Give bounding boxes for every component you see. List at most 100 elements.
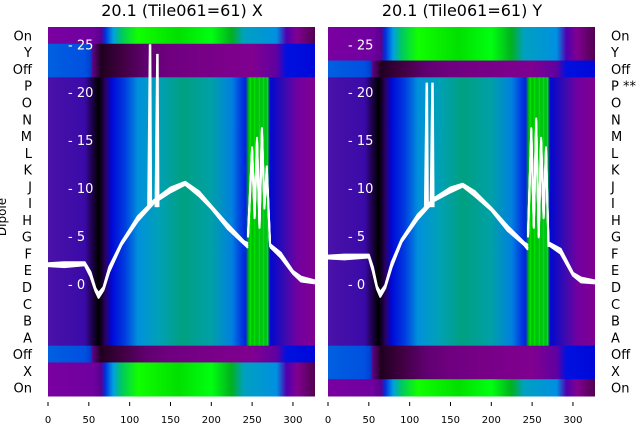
heatmap-row xyxy=(328,94,595,112)
overlay-line xyxy=(327,185,529,298)
y-axis-label: Dipole xyxy=(0,198,9,236)
x-tick-label: 0 xyxy=(325,415,331,426)
inner-y-tick-label: - 25 xyxy=(68,38,93,53)
row-label: I xyxy=(28,197,32,212)
overlay-line xyxy=(547,244,596,285)
heatmap-row xyxy=(328,161,595,179)
heatmap-row xyxy=(328,345,595,363)
row-label: M xyxy=(21,130,32,145)
row-label: J xyxy=(610,180,615,195)
row-label: Y xyxy=(23,46,32,61)
overlay-line xyxy=(527,122,550,248)
inner-y-tick-label: - 5 xyxy=(348,230,365,245)
row-label: P ** xyxy=(611,80,636,95)
inner-y-tick-label: - 10 xyxy=(68,182,93,197)
heatmap-row xyxy=(48,211,315,229)
heatmap-row xyxy=(328,127,595,145)
row-label: E xyxy=(24,264,32,279)
row-label: X xyxy=(611,365,620,380)
row-label: N xyxy=(22,113,32,128)
overlay-line xyxy=(269,246,316,285)
spike-line xyxy=(147,44,153,208)
heatmap-row xyxy=(328,77,595,95)
row-label: Off xyxy=(611,63,631,78)
heatmap-row xyxy=(328,312,595,330)
row-label: Y xyxy=(610,46,619,61)
heatmap-row xyxy=(48,379,315,397)
row-label: P xyxy=(24,80,32,95)
x-tick-label: 0 xyxy=(45,415,51,426)
inner-y-tick-label: - 0 xyxy=(348,278,365,293)
row-label: Off xyxy=(13,63,33,78)
inner-y-tick-label: - 20 xyxy=(348,86,373,101)
row-label: On xyxy=(611,29,629,44)
heatmap-row xyxy=(48,345,315,363)
row-label: D xyxy=(22,281,32,296)
x-tick-label: 250 xyxy=(523,415,542,426)
x-tick-label: 100 xyxy=(400,415,419,426)
stripe-mark xyxy=(529,77,532,346)
row-label: E xyxy=(611,264,619,279)
row-label: On xyxy=(611,382,629,397)
overlay-line xyxy=(247,131,272,248)
heatmap-row xyxy=(48,43,315,62)
row-label: O xyxy=(611,96,621,111)
row-label: C xyxy=(23,298,32,313)
row-label: G xyxy=(611,231,621,246)
heatmap-row xyxy=(328,144,595,162)
row-label: H xyxy=(22,214,32,229)
heatmap-row xyxy=(48,110,315,129)
row-label: Off xyxy=(611,348,631,363)
x-tick-label: 300 xyxy=(283,415,302,426)
heatmap-row xyxy=(328,261,595,280)
inner-y-tick-label: - 15 xyxy=(68,134,93,149)
heatmap-row xyxy=(48,94,315,112)
heatmap-row xyxy=(48,312,315,330)
heatmap-row xyxy=(48,27,315,45)
row-label: L xyxy=(611,147,619,162)
inner-y-tick-label: - 5 xyxy=(68,230,85,245)
row-label: A xyxy=(23,331,32,346)
heatmap-row xyxy=(328,379,595,397)
x-tick-label: 100 xyxy=(120,415,139,426)
heatmap-row xyxy=(328,194,595,212)
x-tick-label: 200 xyxy=(202,415,221,426)
x-tick-label: 50 xyxy=(82,415,95,426)
inner-y-tick-label: - 0 xyxy=(68,278,85,293)
row-label: J xyxy=(27,180,32,195)
row-label: B xyxy=(23,315,32,330)
spike-line xyxy=(154,53,160,208)
row-label: On xyxy=(14,382,32,397)
row-label: L xyxy=(25,147,33,162)
heatmap-row xyxy=(48,261,315,280)
heatmap-row xyxy=(48,60,315,78)
row-label: A xyxy=(611,331,620,346)
row-label: B xyxy=(611,315,620,330)
row-label: O xyxy=(22,96,32,111)
inner-y-tick-label: - 15 xyxy=(348,134,373,149)
row-label: On xyxy=(14,29,32,44)
row-label: G xyxy=(22,231,32,246)
x-tick-label: 300 xyxy=(563,415,582,426)
heatmap-row xyxy=(328,27,595,45)
heatmap-row xyxy=(328,362,595,380)
row-label: Off xyxy=(13,348,33,363)
row-label: K xyxy=(611,164,620,179)
heatmap-row xyxy=(328,278,595,296)
stripe-mark xyxy=(262,77,265,346)
x-tick-label: 50 xyxy=(362,415,375,426)
left-panel-title: 20.1 (Tile061=61) X xyxy=(101,1,263,20)
heatmap-row xyxy=(48,194,315,212)
heatmap-row xyxy=(48,328,315,347)
heatmap-row xyxy=(48,228,315,246)
heatmap-row xyxy=(328,328,595,347)
row-label: N xyxy=(611,113,621,128)
heatmap-row xyxy=(48,77,315,95)
heatmap-row xyxy=(48,144,315,162)
row-label: I xyxy=(611,197,615,212)
heatmap-row xyxy=(328,211,595,229)
